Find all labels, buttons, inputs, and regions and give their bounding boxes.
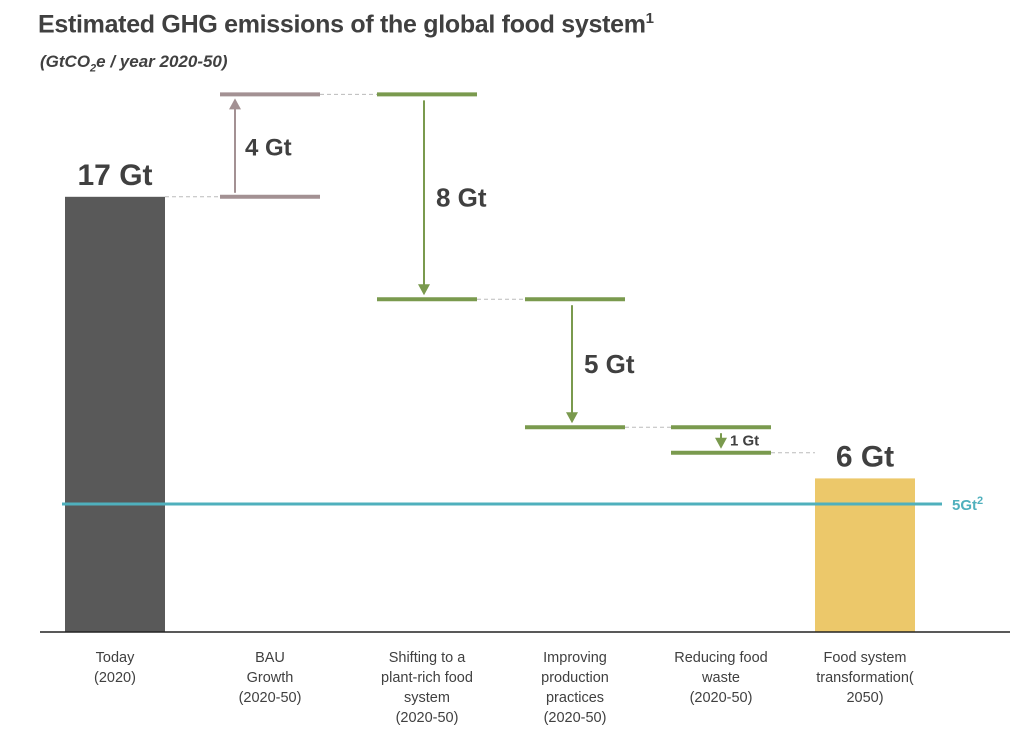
category-label-1: BAU Growth (2020-50) [205,648,335,708]
chart-subtitle: (GtCO2e / year 2020-50) [40,52,228,75]
category-label-line: Today [95,650,135,666]
decrease-arrow-4-arrow-head [715,437,727,449]
category-label-line: system [404,690,450,706]
category-label-line: 2050) [846,690,884,706]
category-label-line: Food system [823,650,907,666]
chart-title: Estimated GHG emissions of the global fo… [38,10,654,39]
value-label-1: 4 Gt [245,135,292,162]
category-label-line: (2020) [94,670,136,686]
category-label-2: Shifting to a plant-rich food system (2020-… [362,648,492,728]
decrease-arrow-3-arrow-head [566,412,578,424]
value-label-4: 1 Gt [730,433,759,450]
increase-arrow-1-arrow-head [229,98,241,110]
bar-0 [65,196,165,633]
value-label-5: 6 Gt [836,440,894,473]
category-label-line: plant-rich food [381,670,473,686]
decrease-arrow-2-arrow-head [418,284,430,296]
category-label-line: (2020-50) [395,710,459,726]
category-label-line: transformation( [816,670,914,686]
category-label-line: practices [545,690,605,706]
reference-line-label: 5Gt2 [952,495,983,514]
category-label-3: Improving production practices (2020-50) [510,648,640,728]
category-label-line: Shifting to a [388,650,466,666]
category-label-line: Reducing food [674,650,768,666]
value-label-2: 8 Gt [436,183,487,213]
category-label-4: Reducing food waste (2020-50) [656,648,786,708]
bar-5 [815,478,915,632]
category-label-line: Improving [543,650,607,666]
category-label-line: production [541,670,609,686]
category-label-0: Today (2020) [50,648,180,688]
category-label-line: Growth [246,670,294,686]
value-label-0: 17 Gt [77,159,152,192]
category-label-line: (2020-50) [238,690,302,706]
category-label-line: BAU [255,650,285,666]
value-label-3: 5 Gt [584,349,635,379]
category-label-line: waste [702,670,740,686]
reference-line-superscript: 2 [977,495,983,507]
category-label-5: Food system transformation( 2050) [800,648,930,708]
category-label-line: (2020-50) [689,690,753,706]
category-label-line: (2020-50) [543,710,607,726]
